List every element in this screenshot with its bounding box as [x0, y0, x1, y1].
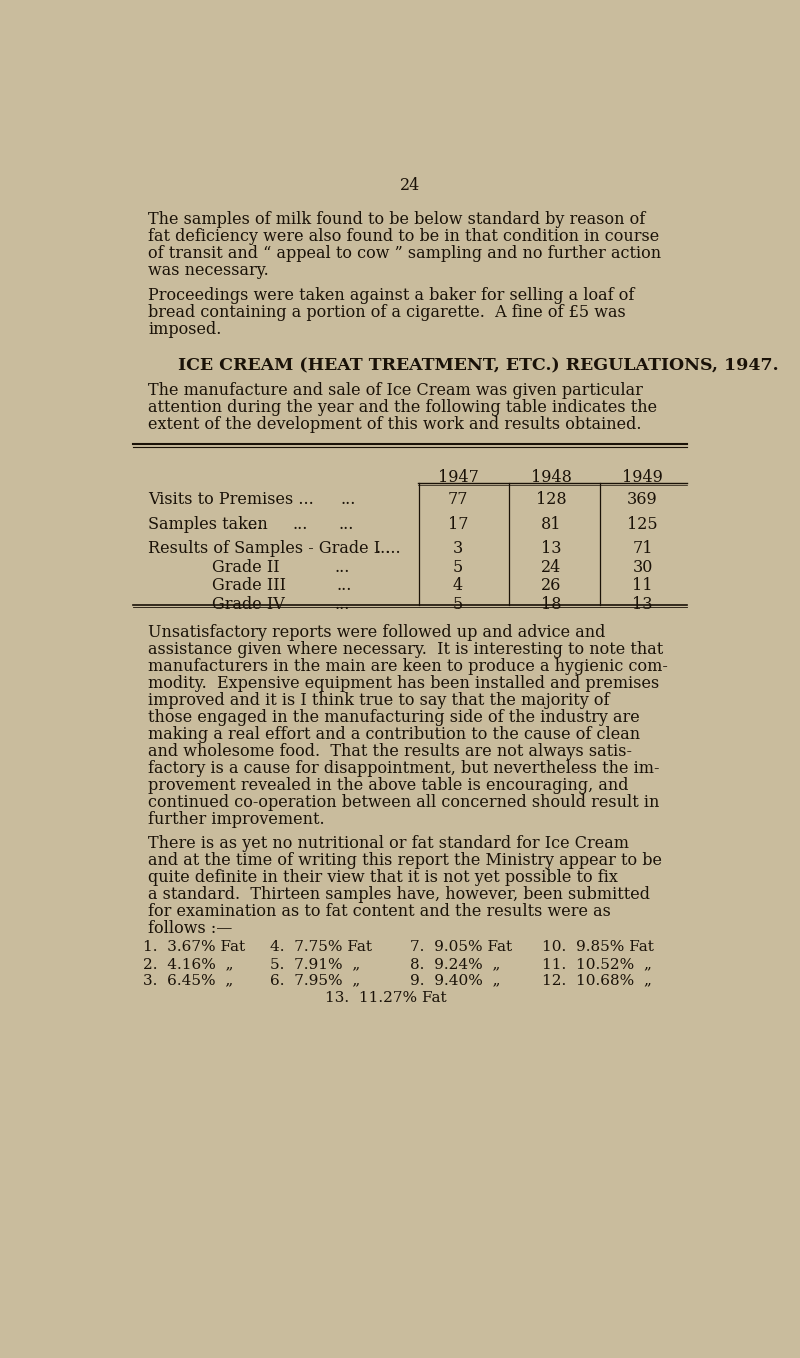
Text: those engaged in the manufacturing side of the industry are: those engaged in the manufacturing side … [148, 709, 640, 727]
Text: 2.  4.16%  „: 2. 4.16% „ [142, 957, 233, 971]
Text: continued co-operation between all concerned should result in: continued co-operation between all conce… [148, 793, 659, 811]
Text: making a real effort and a contribution to the cause of clean: making a real effort and a contribution … [148, 725, 640, 743]
Text: attention during the year and the following table indicates the: attention during the year and the follow… [148, 399, 657, 417]
Text: 71: 71 [632, 540, 653, 557]
Text: 12.  10.68%  „: 12. 10.68% „ [542, 974, 652, 987]
Text: Results of Samples - Grade I ...: Results of Samples - Grade I ... [148, 540, 401, 557]
Text: 128: 128 [536, 492, 566, 508]
Text: Grade IV: Grade IV [212, 596, 285, 612]
Text: assistance given where necessary.  It is interesting to note that: assistance given where necessary. It is … [148, 641, 663, 659]
Text: 13.  11.27% Fat: 13. 11.27% Fat [325, 991, 446, 1005]
Text: 3: 3 [453, 540, 463, 557]
Text: and at the time of writing this report the Ministry appear to be: and at the time of writing this report t… [148, 851, 662, 869]
Text: The manufacture and sale of Ice Cream was given particular: The manufacture and sale of Ice Cream wa… [148, 383, 643, 399]
Text: ...: ... [340, 492, 356, 508]
Text: further improvement.: further improvement. [148, 811, 325, 827]
Text: 11: 11 [632, 577, 653, 595]
Text: provement revealed in the above table is encouraging, and: provement revealed in the above table is… [148, 777, 629, 793]
Text: Samples taken: Samples taken [148, 516, 268, 532]
Text: There is as yet no nutritional or fat standard for Ice Cream: There is as yet no nutritional or fat st… [148, 835, 629, 853]
Text: 3.  6.45%  „: 3. 6.45% „ [142, 974, 233, 987]
Text: ...: ... [292, 516, 307, 532]
Text: 5: 5 [453, 596, 463, 612]
Text: 26: 26 [541, 577, 562, 595]
Text: a standard.  Thirteen samples have, however, been submitted: a standard. Thirteen samples have, howev… [148, 885, 650, 903]
Text: bread containing a portion of a cigarette.  A fine of £5 was: bread containing a portion of a cigarett… [148, 304, 626, 320]
Text: was necessary.: was necessary. [148, 262, 269, 280]
Text: 77: 77 [448, 492, 468, 508]
Text: 369: 369 [627, 492, 658, 508]
Text: extent of the development of this work and results obtained.: extent of the development of this work a… [148, 417, 642, 433]
Text: ...: ... [335, 558, 350, 576]
Text: fat deficiency were also found to be in that condition in course: fat deficiency were also found to be in … [148, 228, 659, 246]
Text: ...: ... [338, 516, 354, 532]
Text: 17: 17 [448, 516, 468, 532]
Text: 10.  9.85% Fat: 10. 9.85% Fat [542, 940, 654, 953]
Text: ...: ... [247, 516, 262, 532]
Text: ...: ... [334, 596, 350, 612]
Text: Grade III: Grade III [212, 577, 286, 595]
Text: 4: 4 [453, 577, 463, 595]
Text: 13: 13 [632, 596, 653, 612]
Text: 6.  7.95%  „: 6. 7.95% „ [270, 974, 361, 987]
Text: 1948: 1948 [530, 469, 571, 486]
Text: 24: 24 [400, 177, 420, 194]
Text: Proceedings were taken against a baker for selling a loaf of: Proceedings were taken against a baker f… [148, 287, 634, 304]
Text: 13: 13 [541, 540, 562, 557]
Text: 24: 24 [541, 558, 561, 576]
Text: The samples of milk found to be below standard by reason of: The samples of milk found to be below st… [148, 212, 646, 228]
Text: of transit and “ appeal to cow ” sampling and no further action: of transit and “ appeal to cow ” samplin… [148, 246, 661, 262]
Text: imposed.: imposed. [148, 320, 222, 338]
Text: 5.  7.91%  „: 5. 7.91% „ [270, 957, 361, 971]
Text: manufacturers in the main are keen to produce a hygienic com-: manufacturers in the main are keen to pr… [148, 659, 668, 675]
Text: Unsatisfactory reports were followed up and advice and: Unsatisfactory reports were followed up … [148, 625, 606, 641]
Text: 8.  9.24%  „: 8. 9.24% „ [410, 957, 500, 971]
Text: Visits to Premises ...: Visits to Premises ... [148, 492, 314, 508]
Text: for examination as to fat content and the results were as: for examination as to fat content and th… [148, 903, 611, 919]
Text: 1947: 1947 [438, 469, 478, 486]
Text: 18: 18 [541, 596, 562, 612]
Text: 11.  10.52%  „: 11. 10.52% „ [542, 957, 652, 971]
Text: follows :—: follows :— [148, 919, 233, 937]
Text: improved and it is I think true to say that the majority of: improved and it is I think true to say t… [148, 693, 610, 709]
Text: and wholesome food.  That the results are not always satis-: and wholesome food. That the results are… [148, 743, 632, 759]
Text: 125: 125 [627, 516, 658, 532]
Text: Grade II: Grade II [212, 558, 280, 576]
Text: factory is a cause for disappointment, but nevertheless the im-: factory is a cause for disappointment, b… [148, 759, 659, 777]
Text: quite definite in their view that it is not yet possible to fix: quite definite in their view that it is … [148, 869, 618, 885]
Text: ...: ... [375, 540, 390, 557]
Text: ...: ... [336, 577, 352, 595]
Text: 5: 5 [453, 558, 463, 576]
Text: 30: 30 [632, 558, 653, 576]
Text: 7.  9.05% Fat: 7. 9.05% Fat [410, 940, 512, 953]
Text: 81: 81 [541, 516, 562, 532]
Text: 1949: 1949 [622, 469, 663, 486]
Text: 9.  9.40%  „: 9. 9.40% „ [410, 974, 501, 987]
Text: 1.  3.67% Fat: 1. 3.67% Fat [142, 940, 245, 953]
Text: ICE CREAM (HEAT TREATMENT, ETC.) REGULATIONS, 1947.: ICE CREAM (HEAT TREATMENT, ETC.) REGULAT… [178, 357, 778, 375]
Text: 4.  7.75% Fat: 4. 7.75% Fat [270, 940, 373, 953]
Text: modity.  Expensive equipment has been installed and premises: modity. Expensive equipment has been ins… [148, 675, 659, 693]
